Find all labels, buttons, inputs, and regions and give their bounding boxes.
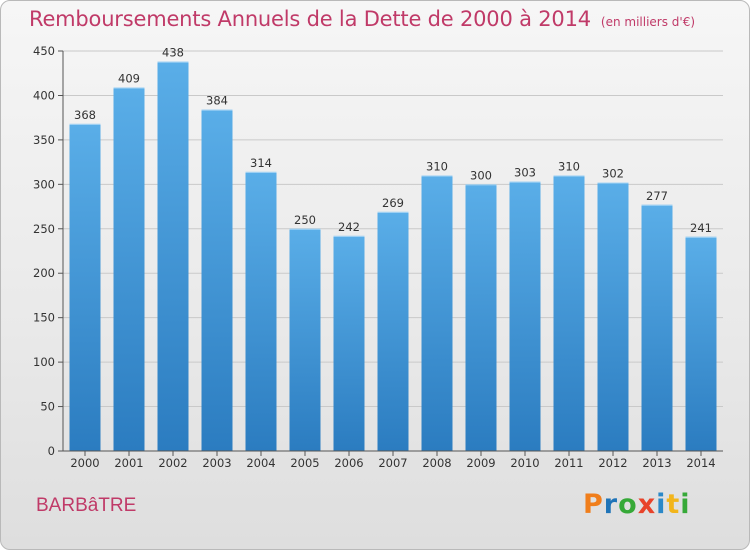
x-tick-label: 2002 (158, 456, 187, 470)
logo-letter: t (666, 489, 681, 520)
logo-letter: x (637, 489, 657, 520)
data-label-2011: 310 (558, 159, 580, 173)
axes: 0 50 100 150 200 250 300 350 400 450 2000 2001 2002 2… (33, 44, 723, 470)
bar-2010 (509, 181, 541, 451)
logo-letter: i (656, 489, 667, 520)
x-tick-label: 2004 (246, 456, 275, 470)
data-labels: 368 409 438 384 314 250 242 269 310 300 303 310 302 2… (74, 46, 712, 235)
x-tick-label: 2010 (510, 456, 539, 470)
bar-2003 (201, 109, 233, 452)
y-tick-label: 150 (33, 311, 55, 325)
x-tick-label: 2001 (114, 456, 143, 470)
data-label-2013: 277 (646, 189, 668, 203)
bar-2001 (113, 87, 145, 451)
bar-2011 (553, 175, 585, 451)
x-tick-label: 2003 (202, 456, 231, 470)
data-label-2005: 250 (294, 213, 316, 227)
x-tick-label: 2011 (554, 456, 583, 470)
y-tick-label: 200 (33, 266, 55, 280)
bar-2004 (245, 171, 277, 451)
chart-title-text: Remboursements Annuels de la Dette de 20… (29, 7, 591, 31)
x-tick-label: 2013 (642, 456, 671, 470)
data-label-2014: 241 (690, 221, 712, 235)
data-label-2010: 303 (514, 166, 536, 180)
bar-2008 (421, 175, 453, 451)
logo-letter: i (680, 489, 691, 520)
data-label-2000: 368 (74, 108, 96, 122)
logo-letter: o (618, 489, 638, 520)
data-label-2006: 242 (338, 220, 360, 234)
bar-2009 (465, 184, 497, 452)
x-tick-label: 2009 (466, 456, 495, 470)
data-label-2002: 438 (162, 46, 184, 60)
chart-title: Remboursements Annuels de la Dette de 20… (29, 7, 695, 31)
x-tick-label: 2012 (598, 456, 627, 470)
data-label-2012: 302 (602, 167, 624, 181)
y-tick-label: 0 (48, 444, 55, 458)
x-tick-label: 2006 (334, 456, 363, 470)
data-label-2007: 269 (382, 196, 404, 210)
y-tick-label: 300 (33, 177, 55, 191)
x-tick-label: 2008 (422, 456, 451, 470)
bar-2006 (333, 235, 365, 451)
bar-2000 (69, 123, 101, 451)
x-tick-label: 2014 (686, 456, 715, 470)
bar-2012 (597, 182, 629, 452)
data-label-2001: 409 (118, 71, 140, 85)
bars (69, 61, 717, 452)
data-label-2008: 310 (426, 159, 448, 173)
y-tick-label: 450 (33, 44, 55, 58)
chart-subtitle: (en milliers d'€) (600, 15, 696, 29)
y-tick-label: 250 (33, 222, 55, 236)
y-tick-label: 350 (33, 133, 55, 147)
bar-2014 (685, 236, 717, 451)
data-label-2004: 314 (250, 156, 272, 170)
proxiti-logo: Proxiti (583, 489, 691, 520)
bar-2002 (157, 61, 189, 452)
logo-letter: P (583, 489, 604, 520)
bar-2007 (377, 211, 409, 451)
bar-2013 (641, 204, 673, 451)
bar-2005 (289, 228, 321, 451)
x-tick-label: 2000 (70, 456, 99, 470)
place-name: BARBâTRE (36, 495, 137, 516)
y-tick-label: 50 (40, 400, 55, 414)
x-tick-label: 2005 (290, 456, 319, 470)
data-label-2003: 384 (206, 94, 228, 108)
data-label-2009: 300 (470, 168, 492, 182)
x-tick-label: 2007 (378, 456, 407, 470)
logo-letter: r (603, 489, 619, 520)
y-tick-label: 100 (33, 355, 55, 369)
y-tick-label: 400 (33, 88, 55, 102)
